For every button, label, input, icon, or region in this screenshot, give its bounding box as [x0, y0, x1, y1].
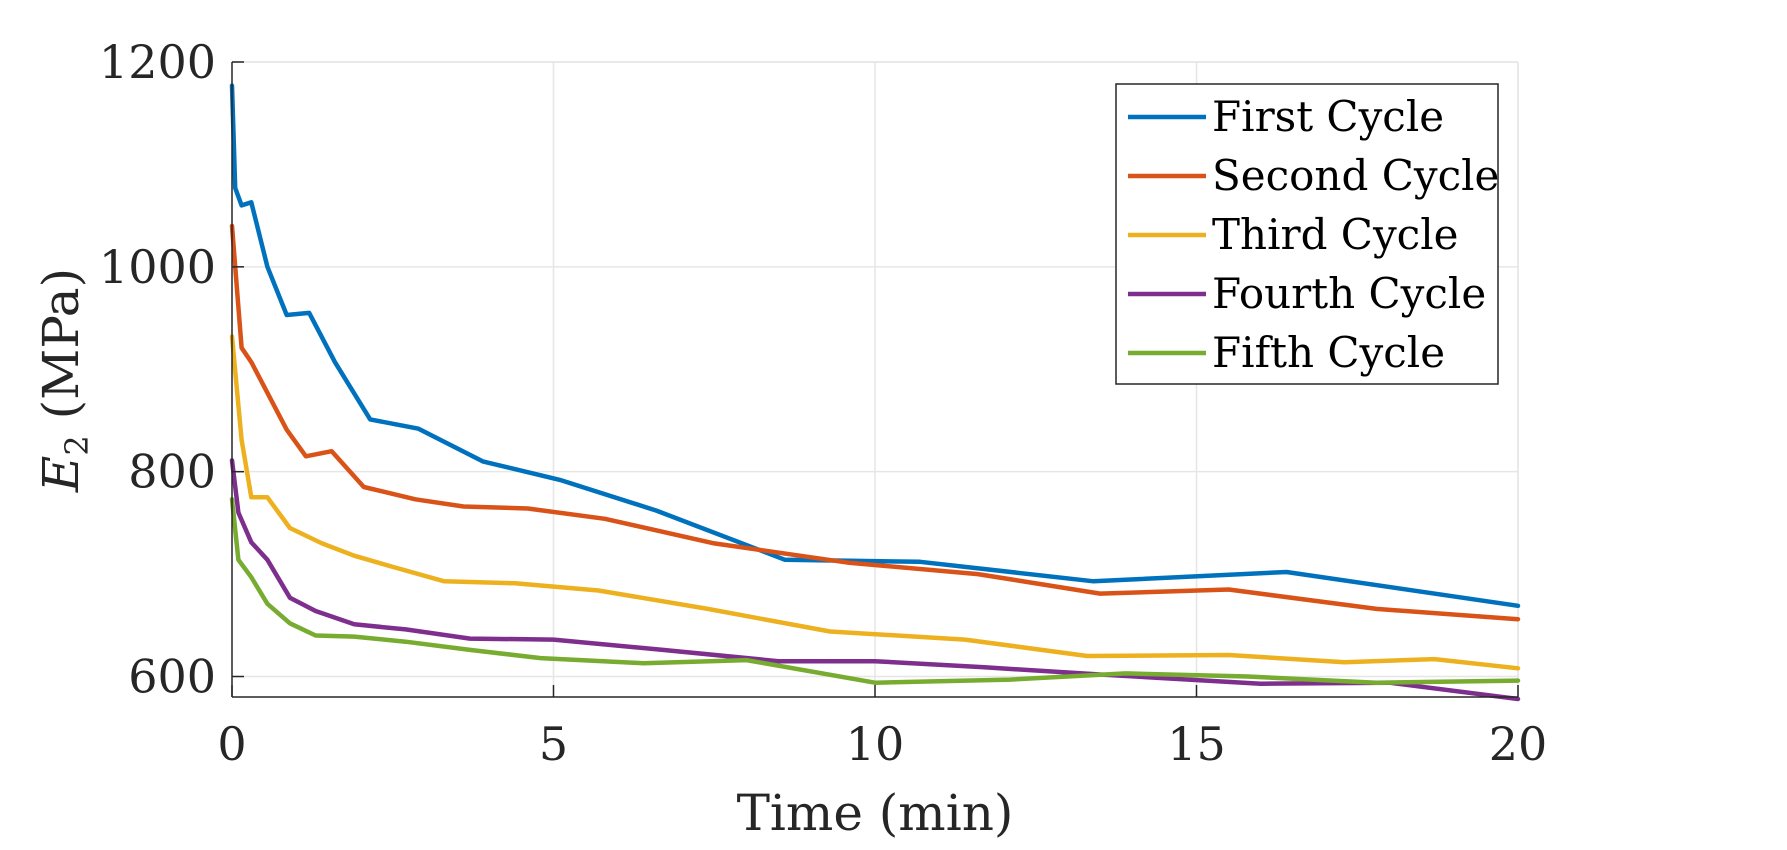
x-axis-label: Time (min): [737, 784, 1014, 842]
y-axis-label-main: E: [32, 456, 90, 494]
y-tick-label: 600: [128, 650, 216, 704]
series-lines: [229, 83, 1521, 702]
legend-label: First Cycle: [1212, 92, 1444, 141]
y-tick-label: 1000: [99, 240, 216, 294]
series-line-3: [229, 334, 1521, 671]
y-tick-label: 800: [128, 445, 216, 499]
x-tick-label: 5: [539, 717, 568, 771]
x-tick-label: 10: [846, 717, 905, 771]
series-line-2: [229, 223, 1521, 622]
legend-label: Fourth Cycle: [1212, 269, 1486, 318]
y-axis-label-units: (MPa): [32, 268, 90, 435]
x-tick-label: 15: [1167, 717, 1226, 771]
y-axis-label: E2 (MPa): [32, 268, 96, 493]
series-line-5: [229, 497, 1521, 685]
series-line-4: [229, 458, 1521, 702]
legend-label: Fifth Cycle: [1212, 328, 1445, 377]
axes: [231, 61, 1519, 698]
x-tick-labels: 0 5 10 15 20: [217, 717, 1547, 771]
y-tick-label: 1200: [99, 35, 216, 89]
x-tick-label: 0: [217, 717, 246, 771]
legend-label: Second Cycle: [1212, 151, 1499, 200]
legend: First Cycle Second Cycle Third Cycle Fourth…: [1115, 83, 1499, 385]
series-line-1: [229, 83, 1521, 609]
y-tick-labels: 600 800 1000 1200: [99, 35, 216, 704]
x-tick-label: 20: [1489, 717, 1548, 771]
y-axis-label-subscript: 2: [58, 435, 96, 455]
legend-label: Third Cycle: [1212, 210, 1458, 259]
